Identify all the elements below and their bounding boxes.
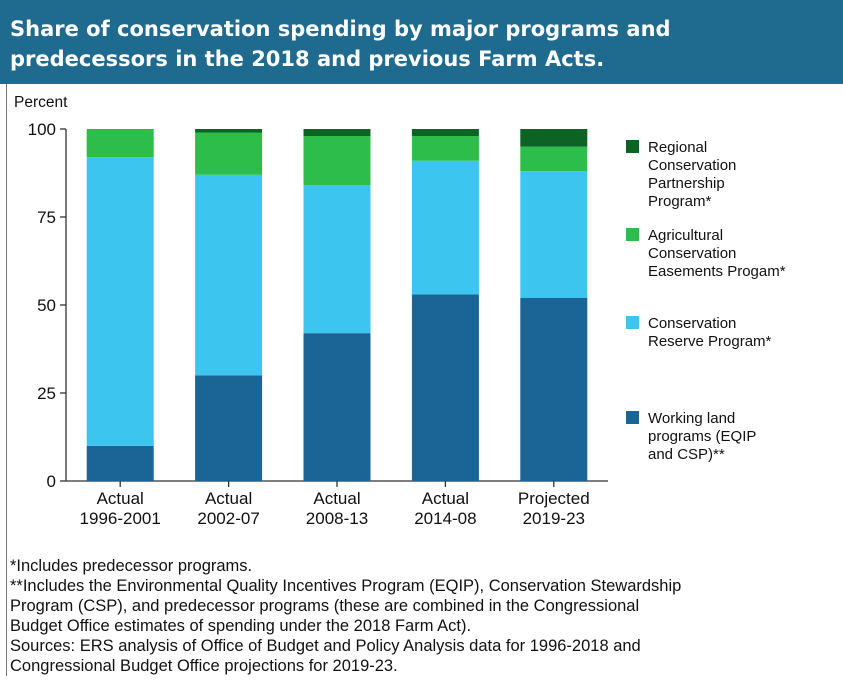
note-line: Sources: ERS analysis of Office of Budge… bbox=[10, 637, 641, 655]
x-tick-label: 2014-08 bbox=[414, 509, 476, 528]
bar-segment bbox=[411, 294, 479, 481]
x-tick-label: Projected bbox=[518, 489, 590, 508]
bar-segment bbox=[303, 129, 371, 137]
chart-frame bbox=[6, 84, 837, 676]
bar-segment bbox=[86, 445, 154, 481]
bar-segment bbox=[411, 160, 479, 295]
note-line: Congressional Budget Office projections … bbox=[10, 657, 398, 675]
y-tick-label: 50 bbox=[37, 296, 56, 315]
bar-segment bbox=[303, 185, 371, 334]
x-tick-label: Actual bbox=[97, 489, 144, 508]
note-line: *Includes predecessor programs. bbox=[10, 557, 253, 575]
bar-segment bbox=[411, 136, 479, 161]
legend-label: Reserve Program* bbox=[648, 333, 772, 350]
y-axis-label: Percent bbox=[14, 94, 68, 111]
bar-segment bbox=[303, 333, 371, 481]
legend-swatch bbox=[626, 228, 639, 241]
bar-segment bbox=[520, 146, 588, 172]
x-tick-label: Actual bbox=[205, 489, 252, 508]
x-tick-label: 2002-07 bbox=[197, 509, 259, 528]
y-tick-label: 25 bbox=[37, 384, 56, 403]
bar-segment bbox=[520, 129, 588, 147]
x-tick-label: 2008-13 bbox=[306, 509, 368, 528]
bar-segment bbox=[195, 375, 263, 481]
y-tick-label: 75 bbox=[37, 208, 56, 227]
bar-segment bbox=[86, 129, 154, 158]
legend-label: Program* bbox=[648, 193, 712, 210]
legend-label: and CSP)** bbox=[648, 446, 725, 463]
bar-segment bbox=[411, 129, 479, 137]
stacked-bar-chart: Percent0255075100Actual1996-2001Actual20… bbox=[14, 94, 786, 528]
note-line: Budget Office estimates of spending unde… bbox=[10, 617, 472, 635]
bar-segment bbox=[520, 171, 588, 298]
bar-segment bbox=[86, 157, 154, 446]
legend-swatch bbox=[626, 140, 639, 153]
legend-label: Partnership bbox=[648, 175, 725, 192]
chart-notes: *Includes predecessor programs. **Includ… bbox=[10, 556, 840, 676]
bar-segment bbox=[303, 136, 371, 186]
x-tick-label: 1996-2001 bbox=[80, 509, 161, 528]
legend-label: Conservation bbox=[648, 315, 736, 332]
note-line: Program (CSP), and predecessor programs … bbox=[10, 597, 640, 615]
bar-segment bbox=[195, 129, 263, 133]
chart-header: Share of conservation spending by major … bbox=[0, 0, 843, 84]
legend-label: Conservation bbox=[648, 245, 736, 262]
bar-segment bbox=[195, 174, 263, 376]
legend-swatch bbox=[626, 411, 639, 424]
bar-segment bbox=[195, 132, 263, 175]
legend-label: Conservation bbox=[648, 157, 736, 174]
y-tick-label: 0 bbox=[47, 472, 56, 491]
note-line: **Includes the Environmental Quality Inc… bbox=[10, 577, 682, 595]
legend-label: Regional bbox=[648, 139, 707, 156]
x-tick-label: 2019-23 bbox=[523, 509, 585, 528]
legend-swatch bbox=[626, 316, 639, 329]
x-tick-label: Actual bbox=[313, 489, 360, 508]
chart-title: Share of conservation spending by major … bbox=[10, 17, 671, 71]
x-tick-label: Actual bbox=[422, 489, 469, 508]
y-tick-label: 100 bbox=[28, 120, 56, 139]
legend-label: Agricultural bbox=[648, 227, 723, 244]
legend-label: Working land bbox=[648, 410, 735, 427]
legend-label: Easements Progam* bbox=[648, 263, 786, 280]
bar-segment bbox=[520, 297, 588, 481]
legend-label: programs (EQIP bbox=[648, 428, 756, 445]
